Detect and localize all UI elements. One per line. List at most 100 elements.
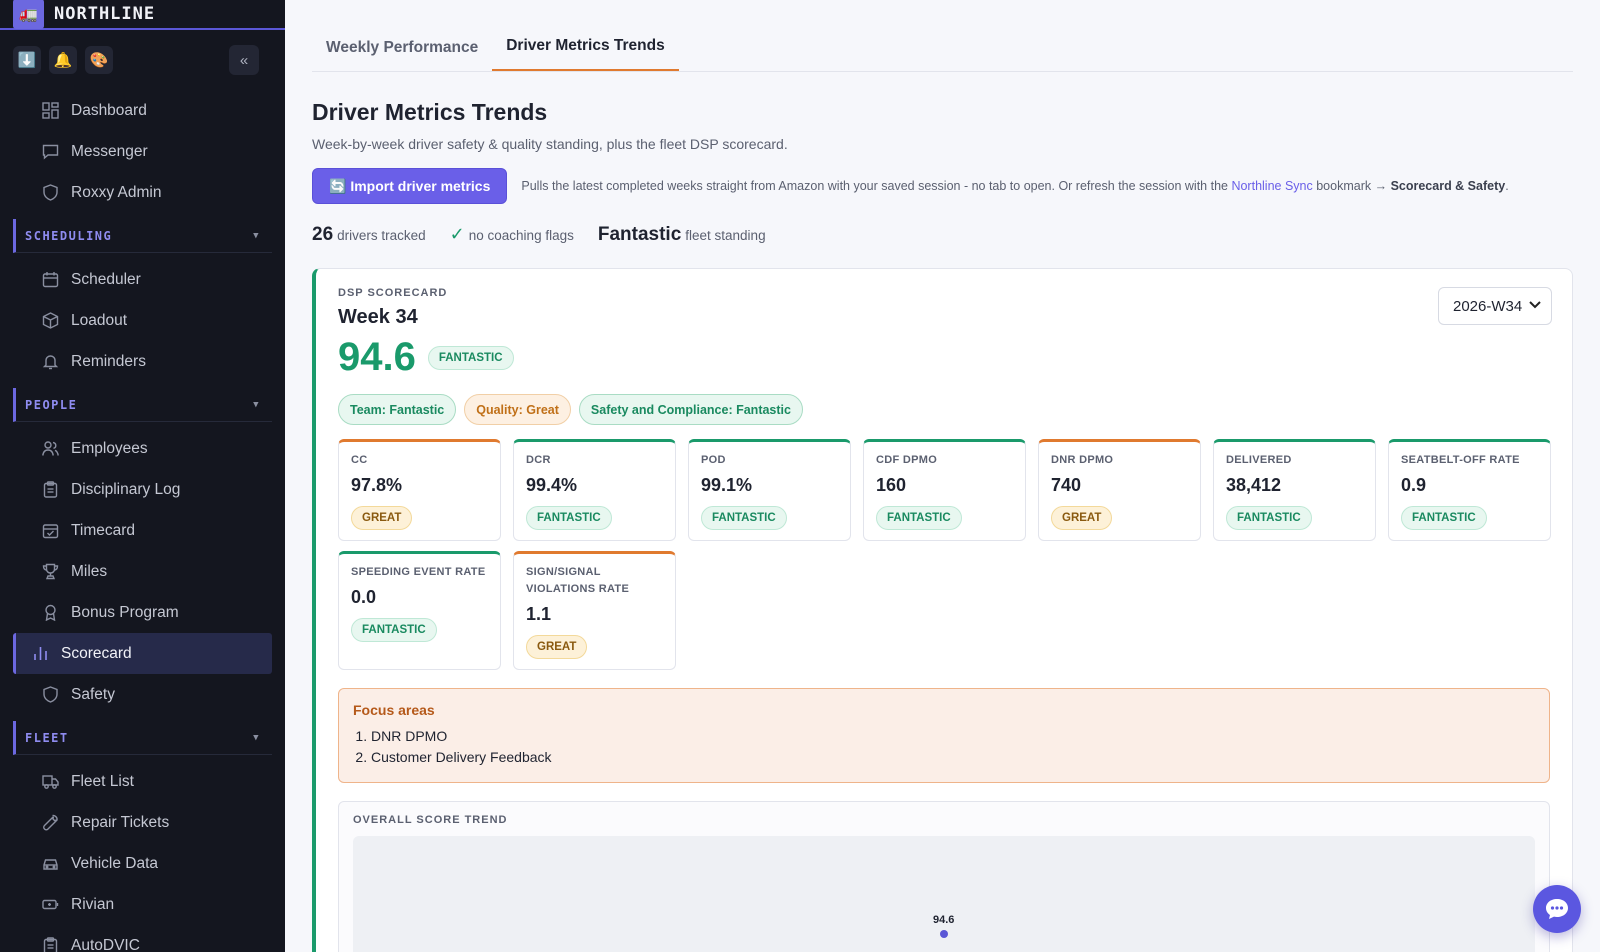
trend-point bbox=[940, 930, 948, 938]
metric-value: 1.1 bbox=[526, 604, 552, 624]
category-pill: Team: Fantastic bbox=[338, 394, 457, 425]
sidebar-item-fleet-list[interactable]: Fleet List bbox=[13, 761, 272, 802]
metric-label: DCR bbox=[526, 454, 551, 466]
metric-label: CC bbox=[351, 454, 368, 466]
brand-name: NORTHLINE bbox=[54, 4, 156, 24]
focus-areas: Focus areas DNR DPMOCustomer Delivery Fe… bbox=[338, 688, 1550, 783]
category-pill: Safety and Compliance: Fantastic bbox=[578, 394, 803, 425]
trophy-icon bbox=[41, 563, 59, 581]
tab-driver-metrics-trends[interactable]: Driver Metrics Trends bbox=[492, 37, 679, 71]
drivers-count: 26 bbox=[312, 224, 334, 245]
sidebar-item-label: Loadout bbox=[71, 311, 128, 329]
section-fleet[interactable]: FLEET ▼ bbox=[13, 721, 272, 755]
sidebar-item-messenger[interactable]: Messenger bbox=[13, 131, 272, 172]
week-select[interactable]: 2026-W34 bbox=[1438, 287, 1552, 325]
shield-icon bbox=[41, 686, 59, 704]
dashboard-icon bbox=[41, 102, 59, 120]
caret-down-icon: ▼ bbox=[253, 732, 260, 743]
metric-value: 740 bbox=[1051, 475, 1082, 495]
sidebar-item-label: Scorecard bbox=[61, 644, 132, 662]
sidebar-item-bonus-program[interactable]: Bonus Program bbox=[13, 592, 272, 633]
metric-value: 0.9 bbox=[1401, 475, 1427, 495]
scorecard-kicker: DSP SCORECARD bbox=[338, 287, 448, 299]
page-subtitle: Week-by-week driver safety & quality sta… bbox=[312, 136, 788, 152]
metric-tier-badge: GREAT bbox=[526, 635, 588, 659]
sidebar-item-label: Timecard bbox=[71, 521, 136, 539]
download-icon[interactable]: ⬇️ bbox=[13, 46, 41, 74]
sidebar-nav: Dashboard Messenger Roxxy Admin SCHEDULING ▼… bbox=[0, 80, 285, 952]
metric-label: SEATBELT-OFF RATE bbox=[1401, 454, 1520, 466]
metric-card-seatbelt-off-rate: SEATBELT-OFF RATE 0.9 FANTASTIC bbox=[1388, 439, 1551, 541]
bell-outline-icon bbox=[41, 353, 59, 371]
sidebar-item-reminders[interactable]: Reminders bbox=[13, 341, 272, 382]
sidebar-item-label: Safety bbox=[71, 685, 115, 703]
score-tier-badge: FANTASTIC bbox=[427, 345, 514, 370]
clipboard-icon bbox=[41, 937, 59, 952]
sidebar-item-label: AutoDVIC bbox=[71, 936, 140, 952]
metric-tier-badge: FANTASTIC bbox=[701, 506, 787, 530]
collapse-sidebar-button[interactable]: « bbox=[229, 45, 259, 75]
metric-card-pod: POD 99.1% FANTASTIC bbox=[688, 439, 851, 541]
chat-bubble-icon[interactable] bbox=[1533, 885, 1581, 933]
section-title: PEOPLE bbox=[25, 397, 78, 412]
sidebar-item-label: Bonus Program bbox=[71, 603, 179, 621]
focus-item: DNR DPMO bbox=[371, 726, 1535, 747]
import-driver-metrics-button[interactable]: 🔄 Import driver metrics bbox=[312, 168, 508, 204]
sidebar-item-autodvic[interactable]: AutoDVIC bbox=[13, 925, 272, 952]
tab-weekly-performance[interactable]: Weekly Performance bbox=[326, 39, 479, 56]
section-title: FLEET bbox=[25, 730, 69, 745]
flags-label: no coaching flags bbox=[468, 228, 574, 243]
truck-icon[interactable]: 🚛 bbox=[13, 0, 44, 29]
metric-card-sign-signal-violations-rate: SIGN/SIGNAL VIOLATIONS RATE 1.1 GREAT bbox=[513, 551, 676, 670]
sidebar-item-roxxy-admin[interactable]: Roxxy Admin bbox=[13, 172, 272, 213]
sidebar-item-vehicle-data[interactable]: Vehicle Data bbox=[13, 843, 272, 884]
metric-value: 99.1% bbox=[701, 475, 753, 495]
metric-label: CDF DPMO bbox=[876, 454, 938, 466]
standing-stat: Fantastic fleet standing bbox=[598, 224, 766, 246]
main-content: Weekly Performance Driver Metrics Trends… bbox=[286, 0, 1600, 952]
metric-tier-badge: FANTASTIC bbox=[526, 506, 612, 530]
sidebar-item-rivian[interactable]: Rivian bbox=[13, 884, 272, 925]
sidebar-item-dashboard[interactable]: Dashboard bbox=[13, 90, 272, 131]
sidebar-item-scheduler[interactable]: Scheduler bbox=[13, 259, 272, 300]
northline-sync-link[interactable]: Northline Sync bbox=[1231, 179, 1313, 193]
focus-item: Customer Delivery Feedback bbox=[371, 747, 1535, 768]
metric-card-speeding-event-rate: SPEEDING EVENT RATE 0.0 FANTASTIC bbox=[338, 551, 501, 670]
bar-chart-icon bbox=[31, 645, 49, 663]
sidebar-item-label: Repair Tickets bbox=[71, 813, 170, 831]
trend-point-label: 94.6 bbox=[933, 914, 955, 926]
metric-grid: CC 97.8% GREAT DCR 99.4% FANTASTIC POD 99.1% FAN… bbox=[338, 439, 1551, 670]
box-icon bbox=[41, 312, 59, 330]
metric-tier-badge: FANTASTIC bbox=[876, 506, 962, 530]
section-scheduling[interactable]: SCHEDULING ▼ bbox=[13, 219, 272, 253]
calendar-check-icon bbox=[41, 522, 59, 540]
sidebar-item-employees[interactable]: Employees bbox=[13, 428, 272, 469]
sidebar-item-repair-tickets[interactable]: Repair Tickets bbox=[13, 802, 272, 843]
sidebar-item-label: Miles bbox=[71, 562, 108, 580]
sidebar-item-loadout[interactable]: Loadout bbox=[13, 300, 272, 341]
sidebar-item-timecard[interactable]: Timecard bbox=[13, 510, 272, 551]
drivers-label: drivers tracked bbox=[337, 228, 426, 243]
clipboard-icon bbox=[41, 481, 59, 499]
score-trend: OVERALL SCORE TREND 94.6 bbox=[338, 801, 1550, 952]
import-note: Pulls the latest completed weeks straigh… bbox=[521, 179, 1508, 193]
chat-icon bbox=[41, 143, 59, 161]
sidebar-item-disciplinary-log[interactable]: Disciplinary Log bbox=[13, 469, 272, 510]
category-pill: Quality: Great bbox=[464, 394, 571, 425]
metric-tier-badge: FANTASTIC bbox=[1401, 506, 1487, 530]
metric-card-cdf-dpmo: CDF DPMO 160 FANTASTIC bbox=[863, 439, 1026, 541]
section-people[interactable]: PEOPLE ▼ bbox=[13, 388, 272, 422]
category-pills: Team: Fantastic Quality: Great Safety and … bbox=[338, 394, 1550, 425]
sidebar-item-scorecard[interactable]: Scorecard bbox=[13, 633, 272, 674]
calendar-icon bbox=[41, 271, 59, 289]
scorecard-week-title: Week 34 bbox=[338, 306, 418, 328]
focus-list: DNR DPMOCustomer Delivery Feedback bbox=[353, 726, 1535, 768]
sidebar-item-miles[interactable]: Miles bbox=[13, 551, 272, 592]
palette-icon[interactable]: 🎨 bbox=[85, 46, 113, 74]
sidebar-item-label: Roxxy Admin bbox=[71, 183, 162, 201]
overall-score: 94.6 bbox=[338, 335, 416, 379]
bell-icon[interactable]: 🔔 bbox=[49, 46, 77, 74]
sidebar-item-safety[interactable]: Safety bbox=[13, 674, 272, 715]
quick-actions: ⬇️ 🔔 🎨 « bbox=[0, 30, 285, 80]
award-icon bbox=[41, 604, 59, 622]
